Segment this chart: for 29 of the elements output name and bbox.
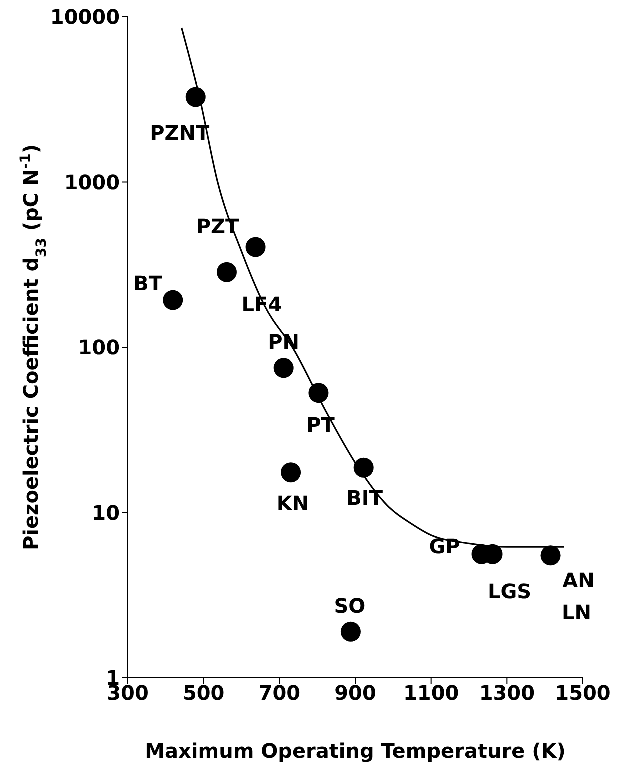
point <box>163 290 184 310</box>
point <box>340 622 361 642</box>
annotation: AN <box>562 568 595 593</box>
x-tick-label: 1300 <box>479 681 536 706</box>
y-tick-label: 1000 <box>64 170 120 194</box>
point <box>308 383 329 404</box>
y-tick-label: 100 <box>78 336 120 360</box>
annotation: BT <box>134 271 163 296</box>
annotation: KN <box>276 492 310 516</box>
point <box>274 358 294 378</box>
annotation: SO <box>334 594 366 618</box>
point <box>186 87 206 108</box>
annotation: BIT <box>346 486 384 510</box>
annotation: PT <box>306 413 336 438</box>
point <box>246 237 266 258</box>
x-tick-label: 700 <box>258 681 301 706</box>
y-tick-label: 10 <box>92 500 120 525</box>
point <box>216 262 237 282</box>
point <box>354 458 374 478</box>
x-tick-label: 500 <box>182 681 225 706</box>
x-tick-label: 1500 <box>555 681 611 706</box>
annotation: LN <box>562 600 592 625</box>
point <box>540 546 561 566</box>
point <box>281 462 302 483</box>
x-tick-label: 1100 <box>403 681 460 706</box>
annotation: LGS <box>488 579 532 604</box>
y-tick-label: 10000 <box>50 5 120 30</box>
x-tick-label: 900 <box>334 681 376 706</box>
x-axis-title: Maximum Operating Temperature (K) <box>145 739 566 763</box>
